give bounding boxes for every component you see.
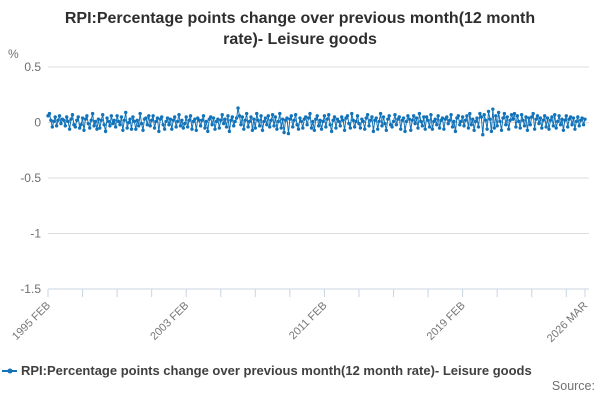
svg-text:-1.5: -1.5 (20, 282, 41, 296)
data-series[interactable] (46, 106, 587, 137)
svg-text:2026 MAR: 2026 MAR (545, 300, 590, 345)
legend-line-dot-marker-icon (2, 368, 17, 373)
svg-text:0: 0 (34, 116, 41, 130)
svg-text:2003 FEB: 2003 FEB (148, 300, 191, 343)
svg-text:0.5: 0.5 (24, 60, 41, 74)
svg-text:2019 FEB: 2019 FEB (425, 300, 468, 343)
x-axis-labels: 1995 FEB 2003 FEB 2011 FEB 2019 FEB 2026 MAR (10, 300, 590, 345)
chart-title: RPI:Percentage points change over previo… (64, 10, 536, 48)
y-axis-labels: 0.5 0 -0.5 -1 -1.5 (20, 60, 41, 296)
chart-canvas[interactable]: 0.5 0 -0.5 -1 -1.5 1995 FEB 2003 FEB 2011 FEB 20… (0, 0, 600, 350)
x-axis (47, 288, 589, 297)
svg-text:-0.5: -0.5 (20, 171, 41, 185)
svg-text:-1: -1 (30, 227, 41, 241)
legend-item[interactable]: RPI:Percentage points change over previo… (2, 363, 600, 378)
y-axis-unit-label: % (8, 47, 19, 61)
svg-text:2011 FEB: 2011 FEB (287, 300, 330, 343)
svg-text:1995 FEB: 1995 FEB (10, 300, 53, 343)
gridlines (48, 66, 589, 234)
legend-label: RPI:Percentage points change over previo… (21, 363, 532, 378)
source-label: Source: (551, 379, 595, 393)
